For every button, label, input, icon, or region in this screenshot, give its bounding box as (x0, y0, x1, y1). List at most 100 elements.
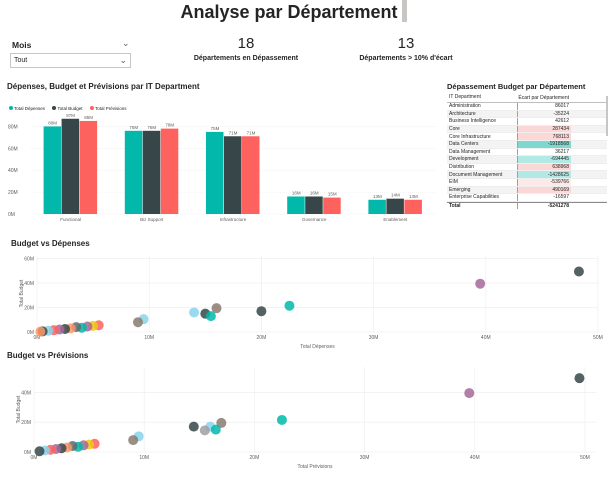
column-header-department[interactable]: IT Department (449, 94, 481, 100)
scatter-point[interactable] (276, 414, 287, 425)
scatter-point[interactable] (256, 306, 267, 317)
table-row[interactable]: Business Intelligence 42612 (447, 118, 607, 126)
department-cell: Core Infrastructure (449, 133, 491, 140)
table-row[interactable]: Architecture -35224 (447, 110, 607, 119)
kpi-card-ecart: 13 Départements > 10% d'écart (345, 35, 467, 62)
scatter-point[interactable] (211, 303, 222, 314)
x-tick-label: Biz Support (140, 217, 164, 222)
slicer-selected-value: Tout (14, 57, 28, 64)
scatter-point[interactable] (34, 446, 45, 457)
y-tick-label: 0M (24, 450, 31, 456)
total-label: Total (449, 203, 461, 210)
bar-chart[interactable]: 0M 20M 40M 60M 80M 80M 87M 85M Functional 76M 76M 7… (0, 104, 440, 230)
bar[interactable] (368, 199, 386, 214)
scatter-point[interactable] (188, 421, 199, 432)
bar[interactable] (206, 131, 224, 214)
scatter-point[interactable] (573, 266, 584, 277)
scatter-point[interactable] (574, 373, 585, 384)
scatter-chart-budget-vs-depenses[interactable]: 0M 10M 20M 30M 40M 50M 0M 20M 40M 60M Total Dépens… (0, 250, 608, 354)
table-row[interactable]: Emerging 490169 (447, 186, 607, 195)
ecart-cell: 287434 (517, 125, 571, 133)
scatter-chart-budget-vs-previsions[interactable]: 0M 10M 20M 30M 40M 50M 0M 20M 40M Total Prévision… (0, 362, 608, 476)
department-cell: Core (449, 126, 460, 133)
table-row[interactable]: Administration 86017 (447, 103, 607, 111)
x-tick-label: 20M (257, 335, 267, 341)
scatter-point[interactable] (189, 307, 200, 318)
bar[interactable] (305, 196, 323, 214)
ecart-cell: 490169 (517, 186, 571, 194)
table-row[interactable]: EIM -539766 (447, 178, 607, 187)
department-cell: Data Management (449, 148, 491, 155)
legend-item-previsions[interactable]: Total Prévisions (89, 106, 126, 111)
variance-table[interactable]: IT Department Écart par Département Admi… (447, 94, 607, 210)
bar-data-label: 16M (310, 190, 319, 195)
ecart-cell: 42612 (517, 118, 571, 125)
table-total-row: Total -5241278 (447, 201, 607, 210)
x-tick-label: Governance (302, 217, 327, 222)
bar-data-label: 71M (229, 130, 238, 135)
y-axis-title: Total Budget (19, 279, 25, 307)
department-cell: Administration (449, 103, 481, 110)
bar[interactable] (43, 126, 62, 214)
bar[interactable] (386, 198, 404, 214)
department-cell: Architecture (449, 110, 476, 117)
x-tick-label: 10M (139, 455, 149, 461)
table-row[interactable]: Data Management 36217 (447, 148, 607, 157)
table-header: IT Department Écart par Département (447, 94, 607, 103)
scatter-point[interactable] (475, 278, 486, 289)
scatter-point[interactable] (210, 424, 221, 435)
bar[interactable] (79, 120, 98, 214)
y-tick-label: 20M (24, 306, 34, 312)
kpi-value: 18 (237, 35, 255, 52)
table-row[interactable]: Core 287434 (447, 125, 607, 134)
bar[interactable] (323, 197, 341, 214)
kpi-label: Départements > 10% d'écart (359, 55, 453, 62)
table-row[interactable]: Enterprise Capabilities -16597 (447, 194, 607, 202)
bar[interactable] (224, 136, 242, 214)
table-row[interactable]: Development -694445 (447, 156, 607, 164)
bar-data-label: 80M (48, 120, 57, 125)
table-row[interactable]: Core Infrastructure 768113 (447, 133, 607, 141)
y-tick-label: 0M (27, 330, 34, 336)
scatter-point[interactable] (132, 317, 143, 328)
table-scrollbar[interactable] (606, 96, 608, 136)
table-row[interactable]: Document Management -1428625 (447, 171, 607, 179)
legend-item-budget[interactable]: Total Budget (52, 106, 83, 111)
bar[interactable] (124, 130, 143, 214)
x-axis-title: Total Prévisions (297, 464, 333, 470)
bar[interactable] (61, 118, 80, 214)
scatter-point[interactable] (35, 326, 46, 337)
x-tick-label: Enablement (383, 217, 408, 222)
y-tick-label: 60M (24, 257, 34, 263)
scatter-point[interactable] (284, 300, 295, 311)
y-tick-label: 20M (21, 420, 31, 426)
scatter-point[interactable] (464, 388, 475, 399)
bar[interactable] (160, 128, 179, 214)
bar-data-label: 13M (409, 194, 418, 199)
department-cell: Enterprise Capabilities (449, 194, 500, 201)
month-slicer-dropdown[interactable]: Tout ⌄ (10, 53, 131, 68)
y-axis-title: Total Budget (16, 395, 22, 423)
x-tick-label: 10M (144, 335, 154, 341)
legend-item-depenses[interactable]: Total Dépenses (9, 106, 45, 111)
department-cell: Development (449, 156, 479, 163)
scatter-point[interactable] (205, 311, 216, 322)
table-row[interactable]: Data Centers -1918568 (447, 140, 607, 149)
bar-data-label: 78M (165, 123, 174, 128)
scatter-point[interactable] (199, 425, 210, 436)
department-cell: Document Management (449, 171, 503, 178)
ecart-cell: -1428625 (517, 171, 571, 178)
bar[interactable] (242, 136, 260, 214)
ecart-cell: 36217 (517, 148, 571, 156)
ecart-cell: -16597 (517, 194, 571, 201)
bar[interactable] (142, 130, 161, 214)
column-header-ecart[interactable]: Écart par Département (518, 95, 569, 101)
bar-data-label: 15M (328, 192, 337, 197)
bar[interactable] (287, 196, 305, 214)
scatter-point[interactable] (216, 417, 227, 428)
x-tick-label: 30M (369, 335, 379, 341)
scatter-point[interactable] (128, 435, 139, 446)
bar[interactable] (404, 199, 422, 214)
chevron-down-icon[interactable]: ⌄ (122, 38, 130, 48)
table-row[interactable]: Distribution 638968 (447, 163, 607, 172)
